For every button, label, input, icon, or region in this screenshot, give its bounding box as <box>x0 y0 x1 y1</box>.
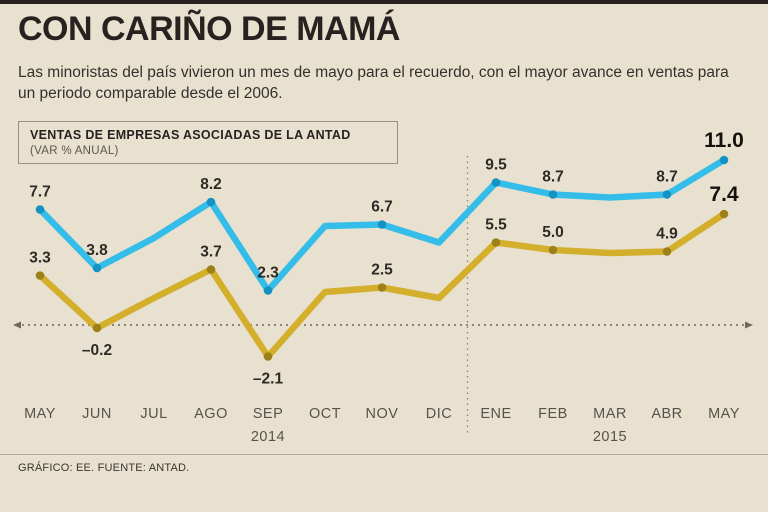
line-chart: 7.7 3.8 8.2 2.3 6.7 9.5 8.7 8.7 11.0 3.3 –0.2 3.7 –2… <box>13 129 753 445</box>
x-axis-label: MAY <box>708 406 740 422</box>
serie-azul-point <box>662 190 672 199</box>
serie-amarilla-point <box>206 265 216 274</box>
year-label: 2014 <box>251 429 285 445</box>
serie-amarilla-value-label: 7.4 <box>709 183 739 206</box>
serie-azul-value-label: 8.7 <box>542 169 564 186</box>
serie-amarilla-point <box>719 209 729 219</box>
serie-azul-value-label: 11.0 <box>704 129 744 152</box>
serie-amarilla-point <box>35 271 45 280</box>
serie-amarilla-point <box>263 352 273 361</box>
page-title: CON CARIÑO DE MAMÁ <box>18 10 400 48</box>
serie-amarilla-point <box>491 238 501 247</box>
serie-azul-point <box>719 155 729 165</box>
x-axis-label: OCT <box>309 406 341 422</box>
serie-amarilla-value-label: 3.7 <box>200 244 222 261</box>
x-axis-label: MAR <box>593 406 627 422</box>
x-axis-label: JUL <box>140 406 167 422</box>
serie-amarilla-value-label: –0.2 <box>82 342 112 359</box>
serie-azul-value-label: 8.7 <box>656 169 678 186</box>
serie-azul-point <box>35 205 45 214</box>
x-axis-label: MAY <box>24 406 56 422</box>
serie-amarilla-value-label: 4.9 <box>656 226 678 243</box>
x-axis-label: JUN <box>82 406 112 422</box>
serie-azul-value-label: 6.7 <box>371 199 393 216</box>
serie-amarilla-point <box>662 247 672 256</box>
serie-amarilla-value-label: 3.3 <box>29 250 51 267</box>
legend-subtitle: (VAR % ANUAL) <box>30 145 119 157</box>
x-axis-label: ENE <box>480 406 511 422</box>
source-credit: GRÁFICO: EE. FUENTE: ANTAD. <box>18 462 190 474</box>
serie-azul-point <box>491 178 501 187</box>
top-border <box>0 0 768 4</box>
serie-amarilla-value-label: 5.5 <box>485 217 507 234</box>
x-axis-label: SEP <box>253 406 284 422</box>
serie-amarilla-point <box>92 323 102 333</box>
serie-amarilla-point <box>377 283 387 292</box>
chart-legend: VENTAS DE EMPRESAS ASOCIADAS DE LA ANTAD… <box>18 121 398 164</box>
page-subtitle: Las minoristas del país vivieron un mes … <box>18 64 729 103</box>
serie-azul-value-label: 7.7 <box>29 184 51 201</box>
serie-azul-point <box>548 190 558 199</box>
serie-azul-value-label: 9.5 <box>485 157 507 174</box>
serie-azul-value-label: 3.8 <box>86 242 108 259</box>
zero-line-right-arrow <box>745 321 753 329</box>
serie-azul-point <box>263 286 273 295</box>
serie-azul-point <box>206 197 216 207</box>
x-axis-label: AGO <box>194 406 228 422</box>
footer-divider <box>0 454 768 455</box>
serie-azul-value-label: 2.3 <box>257 265 279 282</box>
serie-amarilla-point <box>548 245 558 255</box>
serie-amarilla-value-label: –2.1 <box>253 371 284 388</box>
year-label: 2015 <box>593 429 627 445</box>
serie-azul-point <box>92 263 102 273</box>
x-axis-label: FEB <box>538 406 568 422</box>
legend-title: VENTAS DE EMPRESAS ASOCIADAS DE LA ANTAD <box>30 128 351 142</box>
serie-azul-point <box>377 220 387 229</box>
zero-line-left-arrow <box>13 321 21 329</box>
serie-amarilla-value-label: 5.0 <box>542 224 564 241</box>
x-axis-label: NOV <box>366 406 399 422</box>
x-axis-label: DIC <box>426 406 452 422</box>
serie-azul-value-label: 8.2 <box>200 176 222 193</box>
x-axis-label: ABR <box>651 406 682 422</box>
serie-amarilla-value-label: 2.5 <box>371 262 393 279</box>
